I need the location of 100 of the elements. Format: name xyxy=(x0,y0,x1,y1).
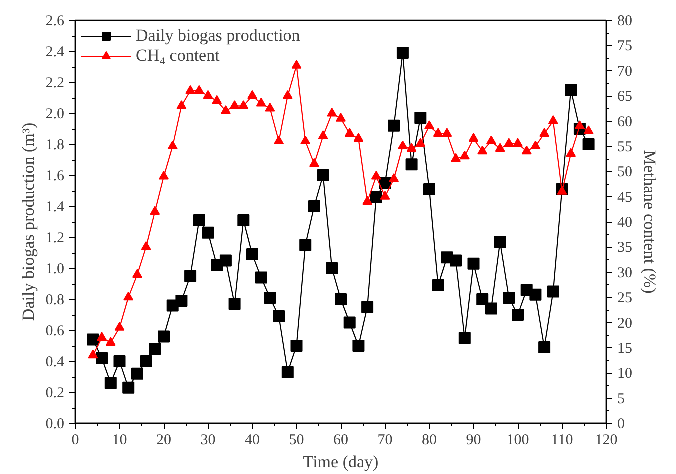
point xyxy=(584,126,594,134)
point xyxy=(97,332,108,341)
y2-tick-label: 10 xyxy=(618,366,632,382)
point xyxy=(503,292,516,304)
y-tick-label: 0.6 xyxy=(46,324,65,340)
point xyxy=(326,262,338,274)
point xyxy=(168,140,178,150)
point xyxy=(184,270,197,282)
point xyxy=(317,170,330,182)
x-tick-label: 40 xyxy=(245,432,260,448)
point xyxy=(354,133,364,142)
y2-tick-label: 0 xyxy=(618,416,625,432)
y-tick-label: 1.8 xyxy=(46,138,64,154)
point xyxy=(238,214,250,226)
point xyxy=(530,288,542,301)
point xyxy=(442,128,452,137)
point xyxy=(256,98,266,107)
point xyxy=(282,90,293,100)
point xyxy=(274,136,284,144)
point xyxy=(202,226,214,239)
point xyxy=(432,280,444,292)
point xyxy=(414,112,427,124)
y2-tick-label: 5 xyxy=(618,391,625,408)
y-tick-label: 2.6 xyxy=(46,14,65,30)
point xyxy=(238,100,249,110)
point xyxy=(566,148,576,158)
x-tick-label: 50 xyxy=(289,432,304,448)
point xyxy=(141,241,152,250)
y-tick-label: 1.2 xyxy=(46,230,64,246)
point xyxy=(406,158,418,171)
point xyxy=(220,254,232,267)
point xyxy=(149,343,162,356)
point xyxy=(327,108,338,117)
point xyxy=(547,286,560,298)
point xyxy=(460,150,470,160)
point xyxy=(557,186,568,195)
point xyxy=(194,85,204,94)
y2-tick-label: 25 xyxy=(618,290,632,307)
y-tick-label: 2.4 xyxy=(46,44,65,60)
x-tick-label: 30 xyxy=(200,432,216,448)
point xyxy=(344,128,355,137)
y2-tick-label: 20 xyxy=(618,316,632,332)
x-tick-label: 110 xyxy=(551,432,574,448)
point xyxy=(290,340,303,352)
point xyxy=(362,196,373,205)
y2-tick-label: 15 xyxy=(618,340,632,357)
point xyxy=(582,138,595,150)
y-axis-title: Daily biogas production (m³) xyxy=(18,122,38,322)
y2-tick-label: 45 xyxy=(618,190,632,206)
point xyxy=(246,248,258,261)
point xyxy=(352,340,365,352)
y2-axis-title: Methane content (%) xyxy=(640,150,660,294)
x-tick-label: 0 xyxy=(72,432,80,448)
point xyxy=(106,337,116,346)
point xyxy=(485,302,498,315)
y2-tick-label: 75 xyxy=(618,38,632,55)
point xyxy=(104,377,117,390)
point xyxy=(273,310,286,323)
y2-tick-label: 70 xyxy=(618,64,632,80)
point xyxy=(495,143,506,152)
point xyxy=(159,170,169,180)
point xyxy=(255,272,268,284)
point xyxy=(114,322,125,331)
point xyxy=(186,85,196,94)
point xyxy=(538,342,551,354)
x-tick-label: 20 xyxy=(156,432,172,448)
point xyxy=(248,90,258,100)
y2-tick-label: 40 xyxy=(618,215,632,231)
point xyxy=(265,102,276,112)
point xyxy=(548,116,558,124)
point xyxy=(486,136,496,144)
point xyxy=(131,368,144,380)
point xyxy=(450,254,462,267)
point xyxy=(150,206,160,216)
legend-label: CH₄ content xyxy=(136,46,220,66)
point xyxy=(370,191,382,204)
point xyxy=(158,330,170,343)
point xyxy=(220,105,231,114)
y2-tick-label: 35 xyxy=(618,240,632,256)
y-tick-label: 2.0 xyxy=(46,106,64,122)
point xyxy=(406,143,417,152)
point xyxy=(212,95,222,104)
y2-tick-label: 60 xyxy=(618,114,632,130)
point xyxy=(371,170,382,180)
point xyxy=(176,295,188,308)
point xyxy=(292,60,302,69)
point xyxy=(468,133,479,142)
x-tick-label: 120 xyxy=(595,432,618,448)
point xyxy=(132,269,142,278)
y-tick-label: 1.6 xyxy=(46,168,65,184)
y-tick-label: 1.4 xyxy=(46,200,65,216)
y-tick-label: 1.0 xyxy=(46,262,64,278)
point xyxy=(380,191,390,200)
y2-tick-label: 55 xyxy=(618,139,632,156)
point xyxy=(335,294,347,306)
point xyxy=(512,309,524,321)
point xyxy=(513,138,523,148)
point xyxy=(318,130,328,140)
point xyxy=(228,298,241,310)
point xyxy=(300,239,312,252)
